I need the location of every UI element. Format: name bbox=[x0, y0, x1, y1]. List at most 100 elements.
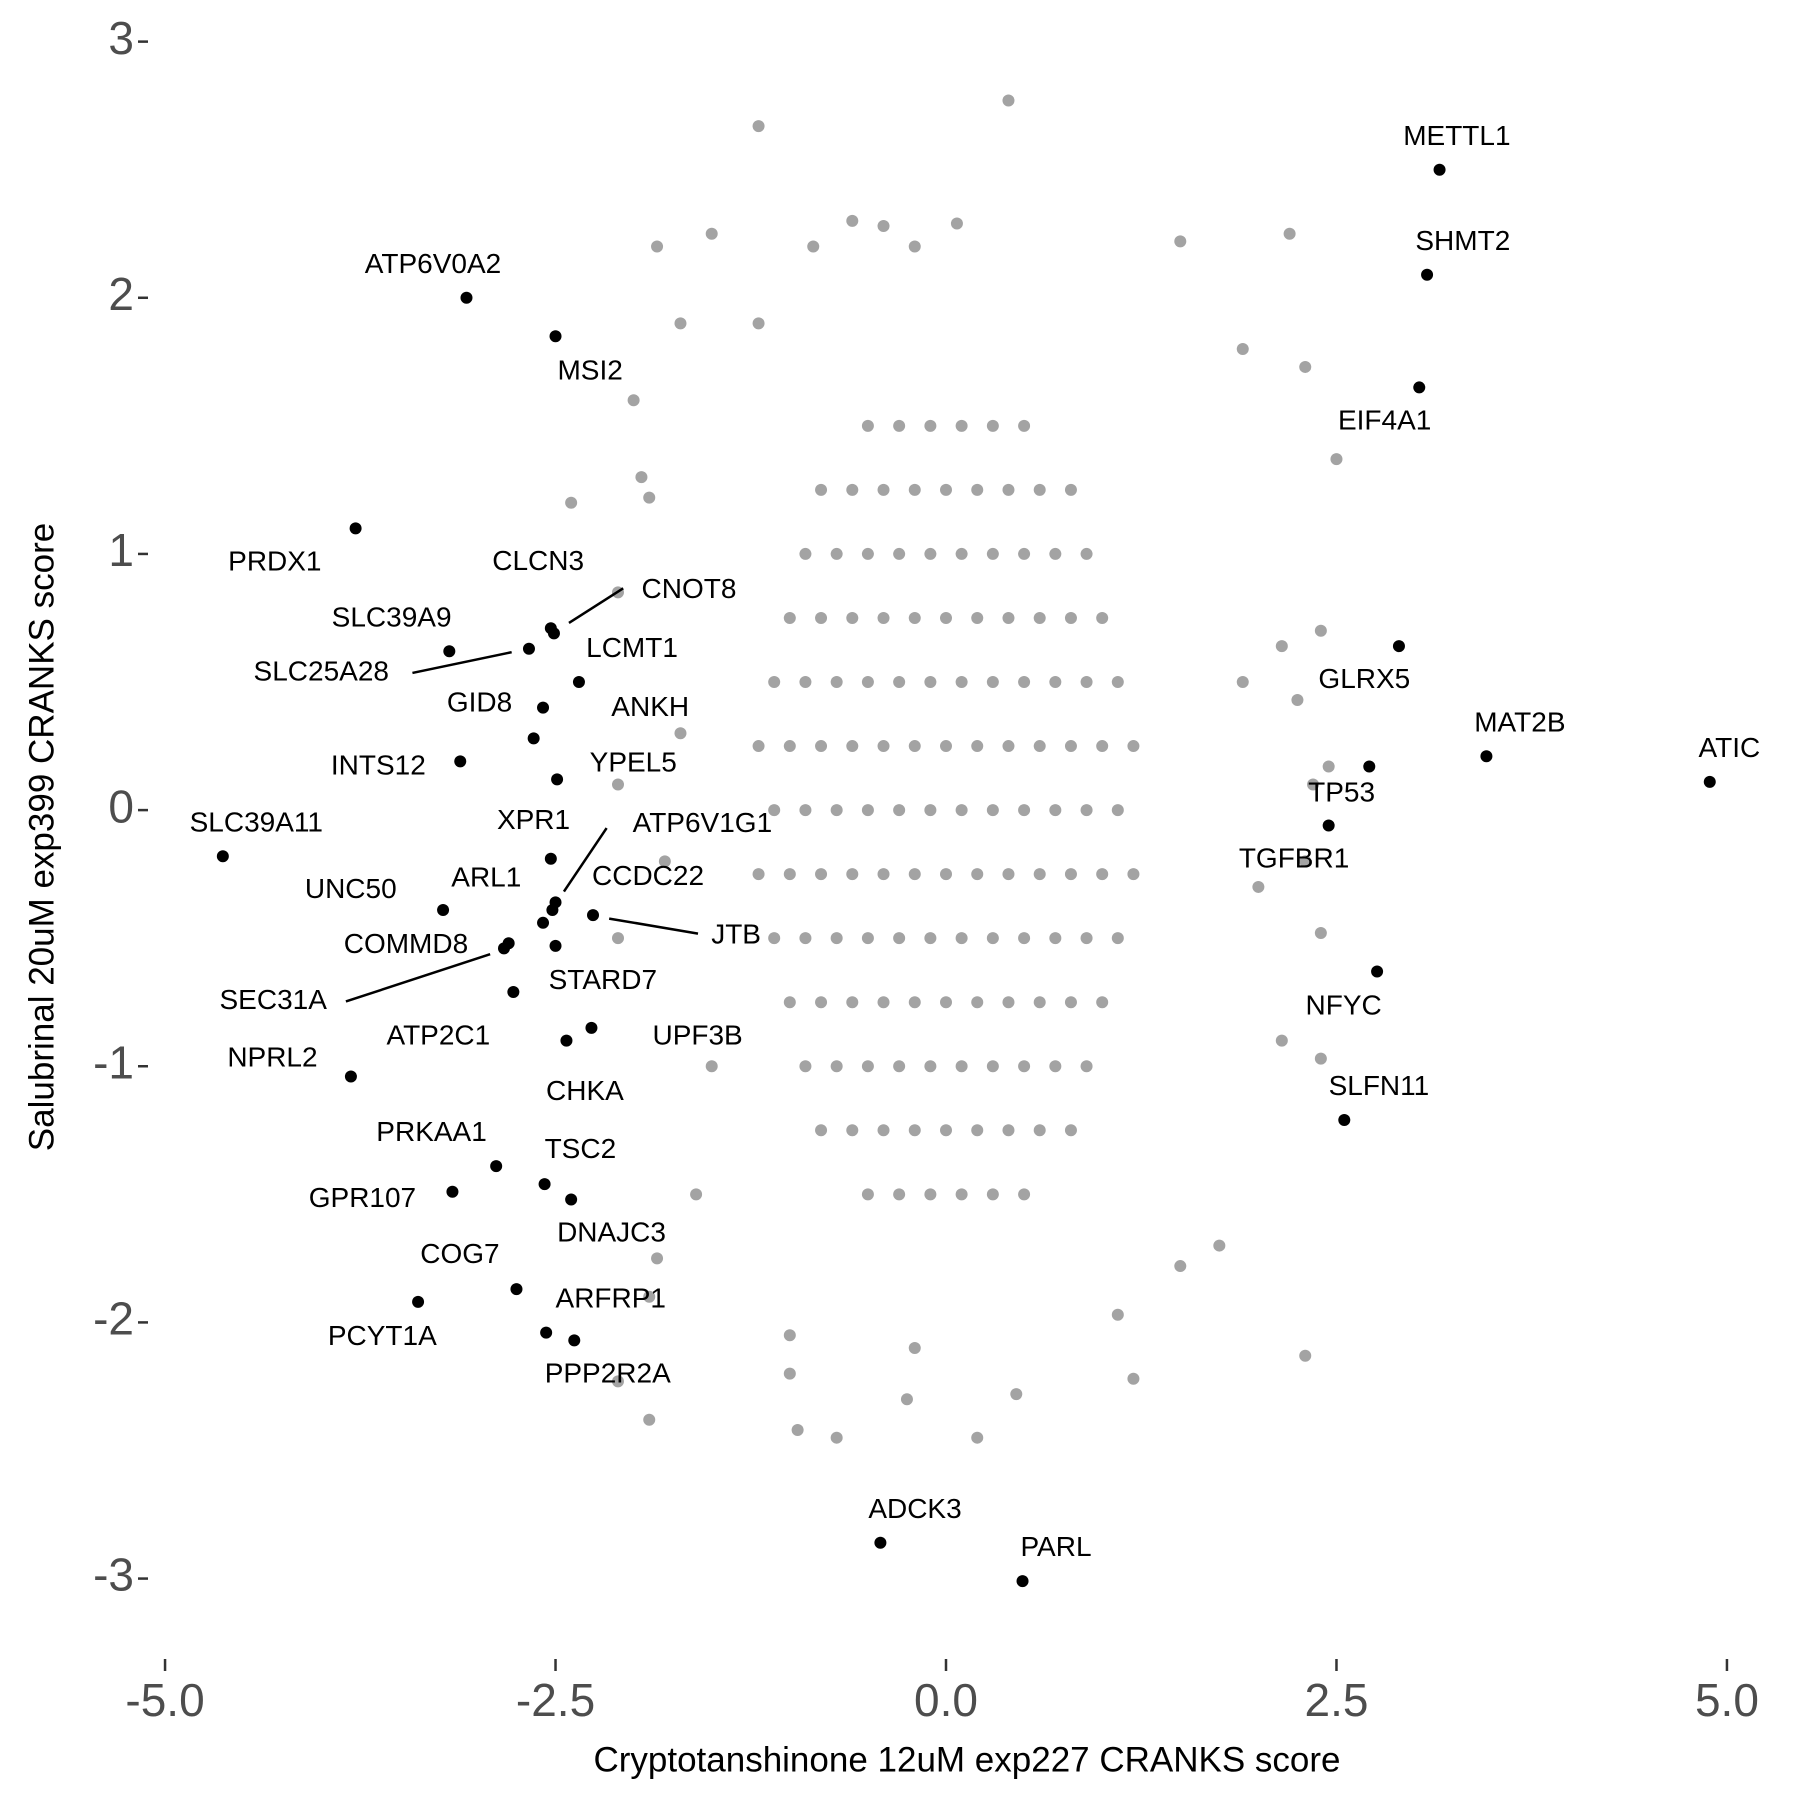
x-axis-title: Cryptotanshinone 12uM exp227 CRANKS scor… bbox=[593, 1740, 1340, 1779]
point bbox=[1064, 868, 1077, 881]
point bbox=[1127, 740, 1140, 753]
point bbox=[537, 916, 550, 929]
y-tick-label: -2 bbox=[93, 1293, 134, 1345]
point bbox=[551, 773, 564, 786]
y-tick-label: 1 bbox=[108, 524, 134, 576]
point bbox=[971, 740, 984, 753]
point bbox=[908, 240, 921, 253]
point-label: MAT2B bbox=[1474, 706, 1565, 737]
point bbox=[1111, 932, 1124, 945]
point bbox=[783, 868, 796, 881]
point-label: ATIC bbox=[1699, 732, 1761, 763]
point bbox=[908, 740, 921, 753]
point bbox=[846, 1124, 859, 1137]
point bbox=[1299, 855, 1312, 868]
point bbox=[1236, 343, 1249, 356]
point-label: YPEL5 bbox=[590, 747, 677, 778]
point bbox=[1363, 760, 1376, 773]
point bbox=[955, 419, 968, 432]
point bbox=[830, 676, 843, 689]
point bbox=[752, 120, 765, 133]
x-tick-label: -5.0 bbox=[125, 1674, 204, 1726]
point bbox=[986, 1188, 999, 1201]
point-label: PCYT1A bbox=[328, 1320, 437, 1351]
point bbox=[846, 868, 859, 881]
point-label: UNC50 bbox=[305, 873, 397, 904]
point bbox=[1330, 453, 1343, 466]
point bbox=[924, 932, 937, 945]
point bbox=[955, 1060, 968, 1073]
point bbox=[830, 547, 843, 560]
point bbox=[986, 804, 999, 817]
point-label: TP53 bbox=[1308, 777, 1375, 808]
point-label: TGFBR1 bbox=[1239, 842, 1349, 873]
point bbox=[1002, 94, 1015, 107]
point bbox=[877, 220, 890, 233]
point-label: JTB bbox=[711, 918, 761, 949]
point-label: INTS12 bbox=[331, 750, 426, 781]
point bbox=[924, 676, 937, 689]
point bbox=[768, 932, 781, 945]
point bbox=[815, 740, 828, 753]
point bbox=[971, 868, 984, 881]
point bbox=[874, 1536, 887, 1549]
point bbox=[1002, 1124, 1015, 1137]
point bbox=[651, 240, 664, 253]
point bbox=[1010, 1388, 1023, 1401]
point bbox=[643, 491, 656, 504]
point bbox=[1096, 868, 1109, 881]
point-label: PRKAA1 bbox=[376, 1116, 487, 1147]
point bbox=[1064, 740, 1077, 753]
point bbox=[643, 1290, 656, 1303]
point bbox=[537, 701, 550, 714]
point-label: ANKH bbox=[611, 691, 689, 722]
point bbox=[1096, 740, 1109, 753]
point bbox=[799, 676, 812, 689]
point-label: LCMT1 bbox=[586, 632, 678, 663]
point bbox=[651, 1252, 664, 1265]
point-label: CHKA bbox=[546, 1075, 624, 1106]
point bbox=[1033, 611, 1046, 624]
point bbox=[799, 1060, 812, 1073]
point bbox=[705, 227, 718, 240]
point bbox=[1174, 235, 1187, 248]
point bbox=[955, 547, 968, 560]
point bbox=[877, 740, 890, 753]
point bbox=[565, 1193, 578, 1206]
point bbox=[955, 1188, 968, 1201]
point bbox=[971, 611, 984, 624]
point bbox=[1080, 1060, 1093, 1073]
point bbox=[1314, 1052, 1327, 1065]
y-tick-label: -1 bbox=[93, 1036, 134, 1088]
point bbox=[1080, 547, 1093, 560]
point-label: SLFN11 bbox=[1329, 1070, 1430, 1101]
point bbox=[893, 1060, 906, 1073]
point bbox=[908, 1124, 921, 1137]
point-label: CNOT8 bbox=[642, 573, 737, 604]
point bbox=[908, 996, 921, 1009]
point bbox=[940, 1124, 952, 1137]
leader-line bbox=[608, 917, 699, 935]
point bbox=[460, 291, 473, 304]
point bbox=[783, 740, 796, 753]
point bbox=[924, 1060, 937, 1073]
point bbox=[1033, 996, 1046, 1009]
point bbox=[986, 1060, 999, 1073]
point bbox=[893, 804, 906, 817]
point bbox=[1275, 640, 1288, 653]
point bbox=[612, 1375, 624, 1388]
point-label: SLC39A11 bbox=[190, 806, 323, 837]
point bbox=[1033, 483, 1046, 496]
point bbox=[1307, 778, 1320, 791]
point bbox=[940, 611, 952, 624]
point bbox=[830, 932, 843, 945]
point bbox=[490, 1160, 503, 1173]
point bbox=[540, 1326, 553, 1339]
point-label: CLCN3 bbox=[492, 545, 584, 576]
point bbox=[437, 903, 450, 916]
point bbox=[1018, 419, 1031, 432]
point bbox=[1018, 547, 1031, 560]
point bbox=[443, 645, 456, 658]
point bbox=[877, 868, 890, 881]
point bbox=[815, 611, 828, 624]
